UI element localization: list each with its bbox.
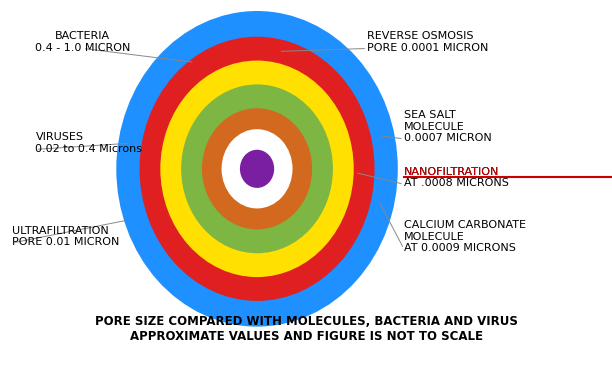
Text: PORE SIZE COMPARED WITH MOLECULES, BACTERIA AND VIRUS: PORE SIZE COMPARED WITH MOLECULES, BACTE… <box>95 316 517 328</box>
Text: APPROXIMATE VALUES AND FIGURE IS NOT TO SCALE: APPROXIMATE VALUES AND FIGURE IS NOT TO … <box>130 330 482 343</box>
Ellipse shape <box>222 129 293 208</box>
Text: PORE 0.0001 MICRON: PORE 0.0001 MICRON <box>367 43 488 53</box>
Ellipse shape <box>160 61 354 277</box>
Ellipse shape <box>202 108 312 229</box>
Text: VIRUSES: VIRUSES <box>35 132 83 142</box>
Text: NANOFILTRATION: NANOFILTRATION <box>404 167 499 177</box>
Text: 0.0007 MICRON: 0.0007 MICRON <box>404 133 491 143</box>
Text: 0.4 - 1.0 MICRON: 0.4 - 1.0 MICRON <box>35 43 130 53</box>
Text: MOLECULE: MOLECULE <box>404 121 465 132</box>
Ellipse shape <box>116 11 398 327</box>
Text: CALCIUM CARBONATE: CALCIUM CARBONATE <box>404 220 526 230</box>
Text: 0.02 to 0.4 Microns: 0.02 to 0.4 Microns <box>35 143 143 154</box>
Text: MOLECULE: MOLECULE <box>404 232 465 242</box>
Text: NANOFILTRATION: NANOFILTRATION <box>404 167 499 177</box>
Text: PORE 0.01 MICRON: PORE 0.01 MICRON <box>12 237 119 247</box>
Text: SEA SALT: SEA SALT <box>404 110 456 120</box>
Text: REVERSE OSMOSIS: REVERSE OSMOSIS <box>367 31 474 41</box>
Text: AT .0008 MICRONS: AT .0008 MICRONS <box>404 178 509 189</box>
Text: BACTERIA: BACTERIA <box>55 31 110 41</box>
Ellipse shape <box>181 84 333 253</box>
Text: AT 0.0009 MICRONS: AT 0.0009 MICRONS <box>404 243 516 253</box>
Ellipse shape <box>240 150 274 188</box>
Ellipse shape <box>140 37 375 301</box>
Text: ULTRAFILTRATION: ULTRAFILTRATION <box>12 226 109 236</box>
